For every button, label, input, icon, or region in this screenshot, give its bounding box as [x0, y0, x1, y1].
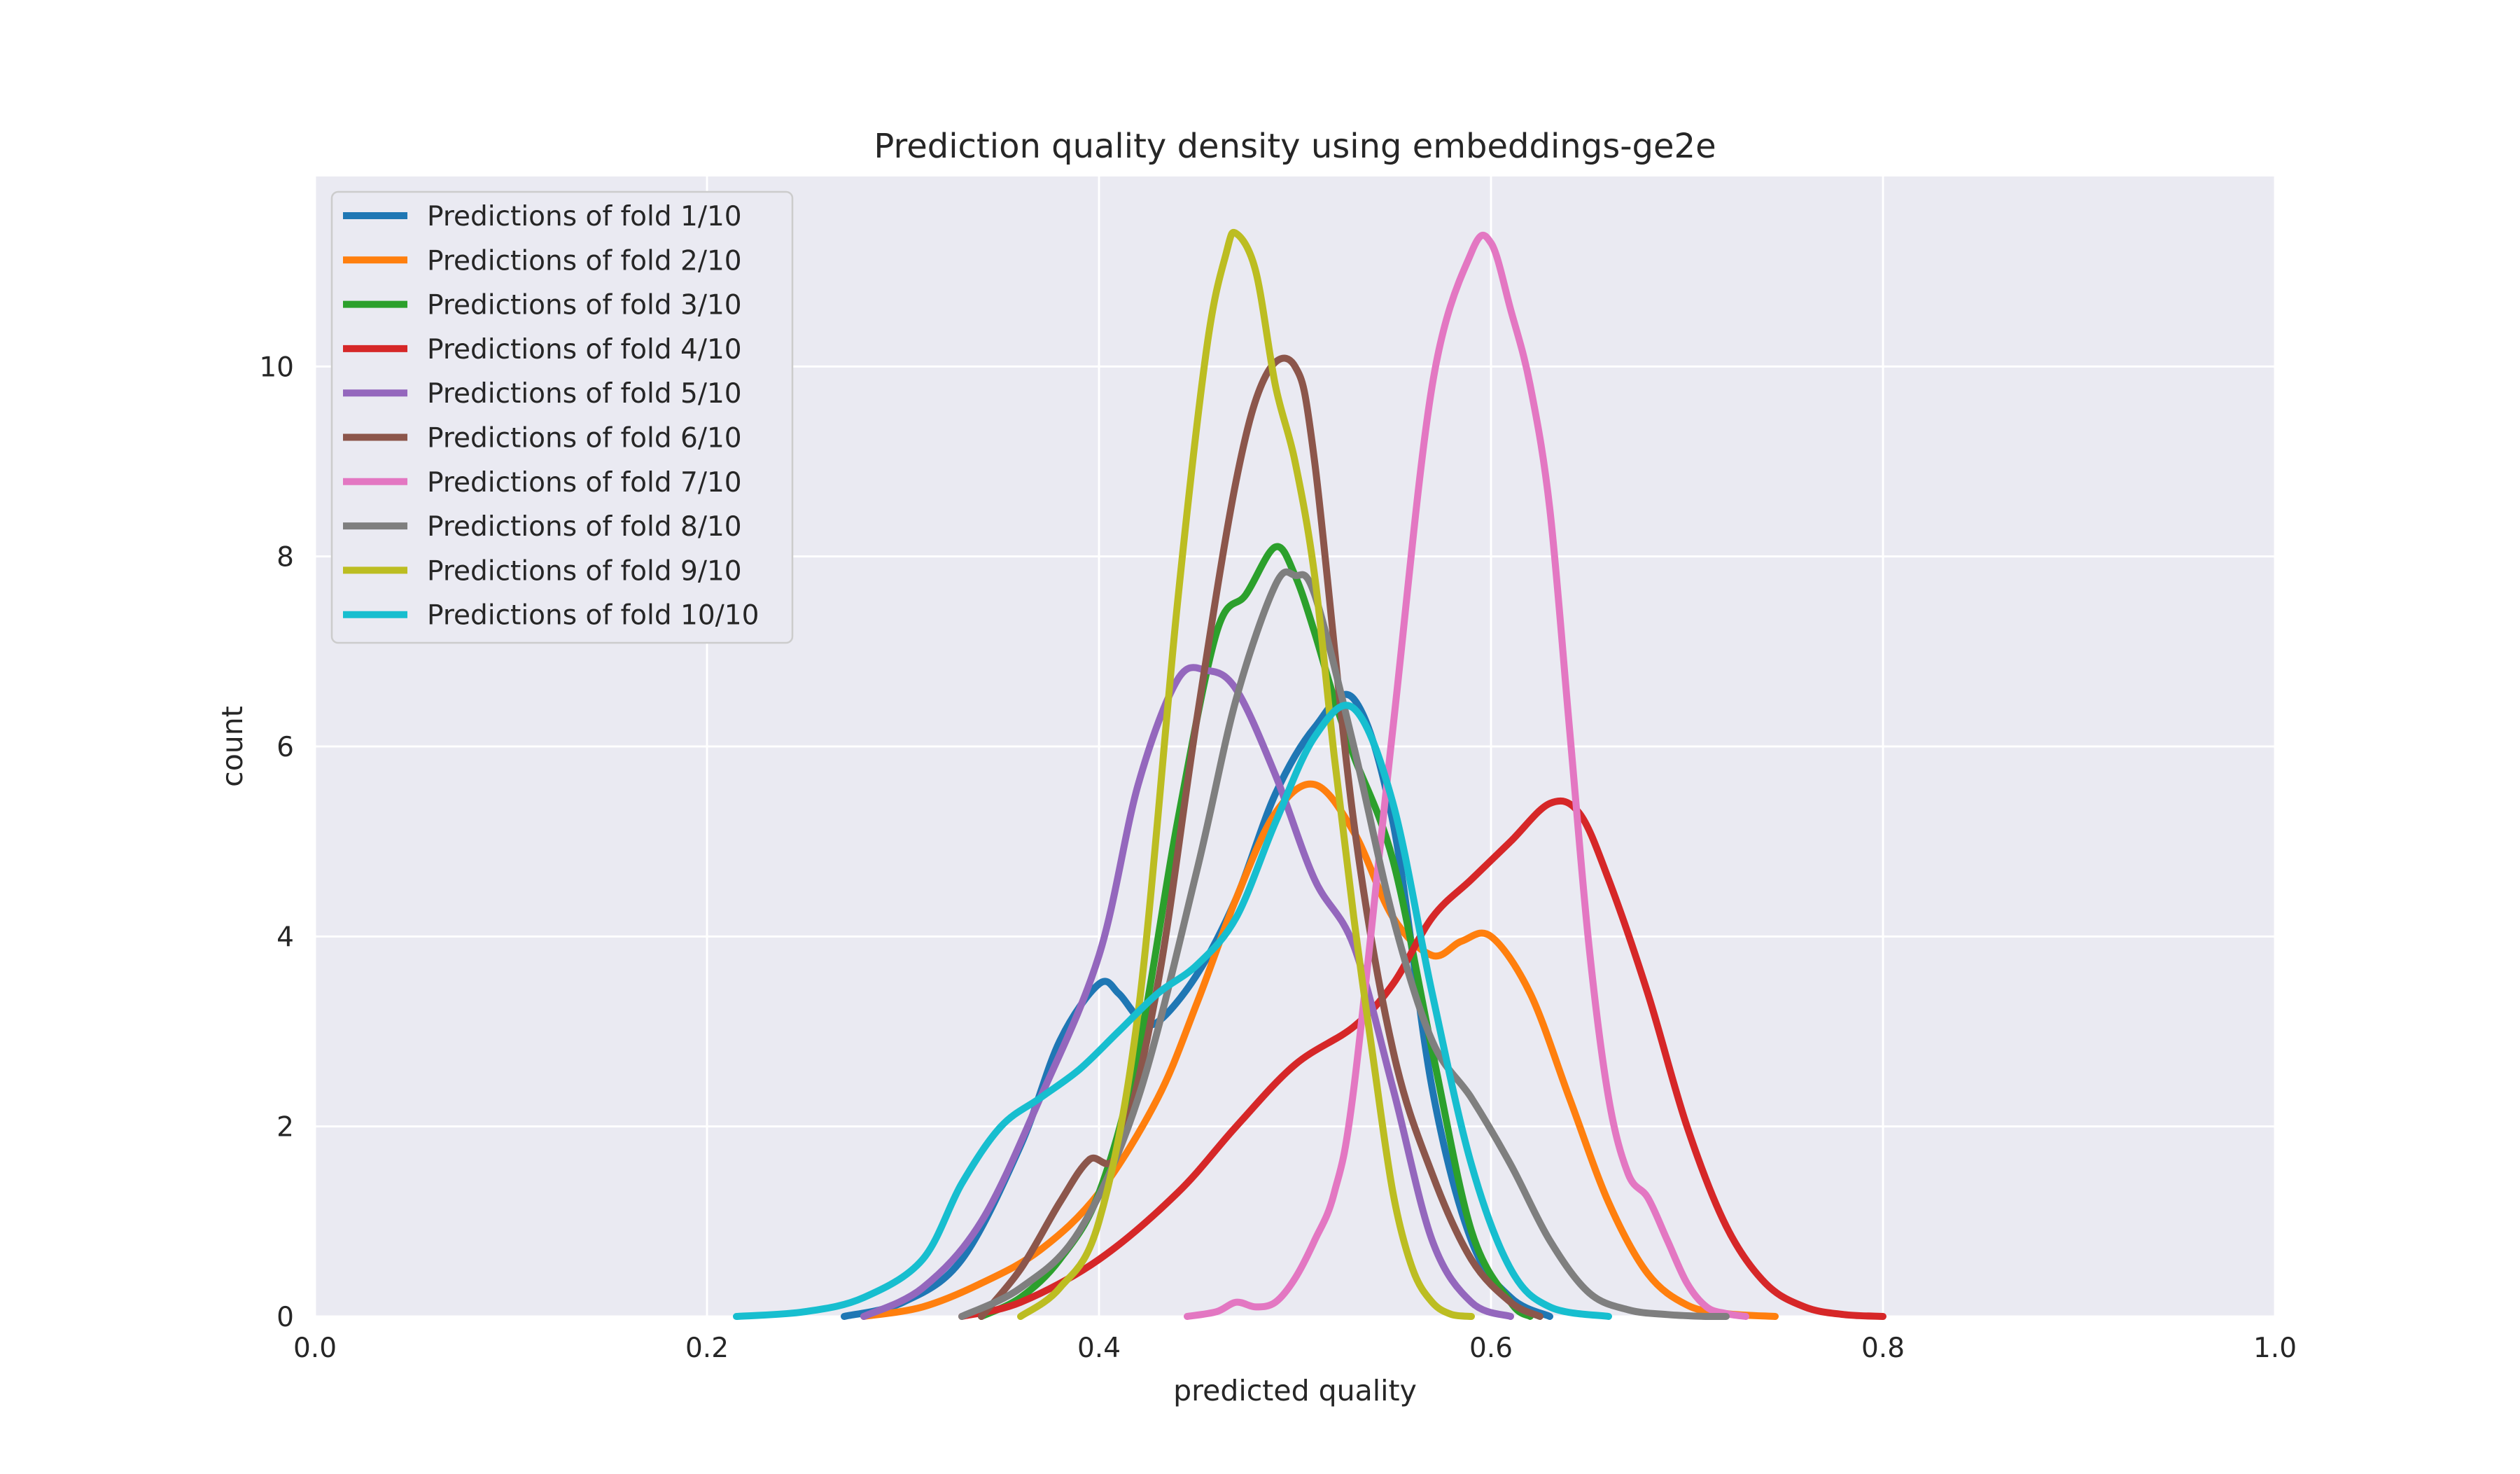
legend-frame: [330, 190, 794, 644]
legend-label-fold-6: Predictions of fold 6/10: [427, 423, 742, 454]
series-line-fold-10: [733, 702, 1612, 1320]
x-tick-label: 0.4: [1077, 1333, 1121, 1364]
series-layer: [733, 228, 1886, 1320]
series-line-fold-6: [978, 354, 1544, 1320]
legend-label-fold-8: Predictions of fold 8/10: [427, 511, 742, 543]
y-tick-label: 6: [276, 732, 294, 763]
y-tick-label: 4: [276, 922, 294, 953]
x-tick-label: 0.0: [293, 1333, 337, 1364]
x-tick-label: 1.0: [2253, 1333, 2297, 1364]
x-axis-label: predicted quality: [1173, 1374, 1417, 1407]
x-tick-labels: 0.0 0.2 0.4 0.6 0.8 1.0: [293, 1333, 2297, 1364]
legend-label-fold-10: Predictions of fold 10/10: [427, 600, 759, 632]
y-axis-label: count: [216, 706, 249, 787]
y-tick-labels: 0 2 4 6 8 10: [259, 352, 294, 1333]
series-line-fold-5: [860, 664, 1514, 1320]
chart-title: Prediction quality density using embeddi…: [874, 127, 1716, 166]
y-tick-label: 0: [276, 1302, 294, 1333]
series-line-fold-4: [958, 797, 1886, 1320]
legend-label-fold-9: Predictions of fold 9/10: [427, 555, 742, 587]
x-tick-label: 0.2: [685, 1333, 729, 1364]
legend-label-fold-3: Predictions of fold 3/10: [427, 290, 742, 321]
series-line-fold-7: [1184, 231, 1749, 1320]
legend-label-fold-5: Predictions of fold 5/10: [427, 378, 742, 410]
series-line-fold-9: [1017, 228, 1475, 1320]
x-tick-label: 0.8: [1861, 1333, 1905, 1364]
legend-label-fold-2: Predictions of fold 2/10: [427, 245, 742, 277]
legend-label-fold-4: Predictions of fold 4/10: [427, 334, 742, 366]
legend-label-fold-1: Predictions of fold 1/10: [427, 201, 742, 232]
y-tick-label: 8: [276, 542, 294, 573]
x-tick-label: 0.6: [1469, 1333, 1513, 1364]
legend-label-fold-7: Predictions of fold 7/10: [427, 467, 742, 499]
legend: Predictions of fold 1/10 Predictions of f…: [330, 190, 794, 644]
y-tick-label: 2: [276, 1112, 294, 1143]
y-tick-label: 10: [259, 352, 294, 383]
